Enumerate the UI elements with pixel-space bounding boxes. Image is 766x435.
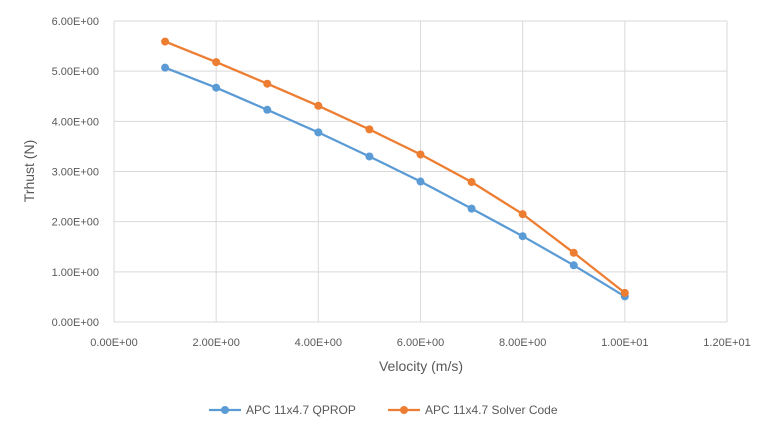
x-tick-label: 1.00E+01 <box>601 337 648 349</box>
y-tick-label: 5.00E+00 <box>52 66 99 78</box>
y-tick-label: 2.00E+00 <box>52 217 99 229</box>
legend-item: APC 11x4.7 QPROP <box>209 403 356 417</box>
x-tick-label: 4.00E+00 <box>295 337 342 349</box>
data-point <box>365 152 374 161</box>
data-point <box>569 261 578 270</box>
series-line <box>164 66 626 298</box>
y-tick-label: 0.00E+00 <box>52 317 99 329</box>
legend: APC 11x4.7 QPROP APC 11x4.7 Solver Code <box>209 403 558 417</box>
data-point <box>161 63 170 72</box>
data-point <box>263 105 272 114</box>
data-point <box>416 150 425 159</box>
data-point <box>416 177 425 186</box>
data-point <box>212 58 221 67</box>
data-point <box>467 178 476 187</box>
data-point <box>467 204 476 213</box>
plot-series <box>161 37 629 301</box>
data-point <box>569 248 578 257</box>
legend-marker <box>221 406 229 414</box>
y-tick-label: 6.00E+00 <box>52 16 99 28</box>
x-axis-title: Velocity (m/s) <box>379 358 463 374</box>
series-line <box>164 40 626 294</box>
x-tick-label: 6.00E+00 <box>397 337 444 349</box>
data-point <box>314 101 323 110</box>
y-tick-label: 3.00E+00 <box>52 167 99 179</box>
legend-label: APC 11x4.7 QPROP <box>246 403 356 417</box>
y-tick-label: 4.00E+00 <box>52 116 99 128</box>
data-point <box>314 128 323 137</box>
data-point <box>620 288 629 297</box>
x-tick-label: 1.20E+01 <box>703 337 750 349</box>
legend-marker <box>400 406 408 414</box>
series-2 <box>161 37 629 297</box>
y-axis-title: Trhust (N) <box>21 140 37 202</box>
legend-item: APC 11x4.7 Solver Code <box>388 403 558 417</box>
tick-labels: 0.00E+00 1.00E+00 2.00E+00 3.00E+00 4.00E+00… <box>52 16 751 349</box>
data-point <box>518 210 527 219</box>
data-point <box>212 83 221 92</box>
x-tick-label: 2.00E+00 <box>192 337 239 349</box>
data-point <box>161 37 170 46</box>
x-tick-label: 8.00E+00 <box>499 337 546 349</box>
data-point <box>263 79 272 88</box>
legend-label: APC 11x4.7 Solver Code <box>425 403 558 417</box>
x-tick-label: 0.00E+00 <box>90 337 137 349</box>
gridlines <box>113 20 728 323</box>
data-point <box>365 125 374 134</box>
y-tick-label: 1.00E+00 <box>52 267 99 279</box>
data-point <box>518 232 527 241</box>
series-1 <box>161 63 629 301</box>
